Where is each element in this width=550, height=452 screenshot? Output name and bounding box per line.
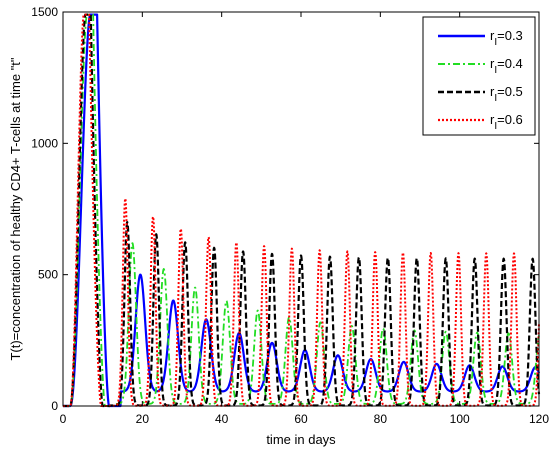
x-tick-label: 60 (294, 412, 308, 426)
x-tick-label: 0 (60, 412, 67, 426)
x-tick-label: 100 (450, 412, 470, 426)
x-tick-label: 80 (374, 412, 388, 426)
x-tick-label: 120 (529, 412, 549, 426)
y-tick-label: 1000 (31, 136, 58, 150)
series-line-1 (62, 13, 541, 408)
series-line-4 (62, 13, 540, 407)
x-axis-label: time in days (266, 432, 336, 447)
y-tick-label: 500 (38, 268, 58, 282)
y-tick-label: 0 (51, 399, 58, 413)
y-axis-label: T(t)=concentration of healthy CD4+ T-cel… (8, 57, 23, 360)
legend-label-4: rI=0.6 (490, 112, 523, 132)
legend: rI=0.3 rI=0.4 rI=0.5 rI=0.6 (422, 16, 536, 136)
ticks-layer: 0 20 40 60 80 100 120 0 500 1000 1500 (31, 5, 549, 426)
x-tick-label: 40 (215, 412, 229, 426)
legend-label-3: rI=0.5 (490, 84, 523, 104)
x-tick-label: 20 (136, 412, 150, 426)
legend-label-1: rI=0.3 (490, 28, 523, 48)
y-tick-label: 1500 (31, 5, 58, 19)
legend-label-2: rI=0.4 (490, 56, 523, 76)
